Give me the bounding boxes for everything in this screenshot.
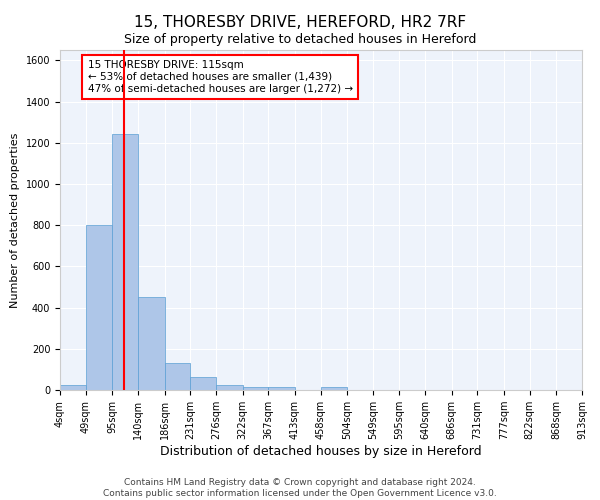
Bar	[138, 298, 164, 390]
Bar	[321, 387, 347, 390]
Text: Size of property relative to detached houses in Hereford: Size of property relative to detached ho…	[124, 32, 476, 46]
Bar	[60, 385, 86, 390]
Bar	[216, 385, 242, 390]
Bar	[190, 376, 216, 390]
Bar	[112, 134, 138, 390]
Bar	[242, 387, 268, 390]
Text: 15 THORESBY DRIVE: 115sqm
← 53% of detached houses are smaller (1,439)
47% of se: 15 THORESBY DRIVE: 115sqm ← 53% of detac…	[88, 60, 353, 94]
Bar	[268, 387, 295, 390]
Text: Contains HM Land Registry data © Crown copyright and database right 2024.
Contai: Contains HM Land Registry data © Crown c…	[103, 478, 497, 498]
Y-axis label: Number of detached properties: Number of detached properties	[10, 132, 20, 308]
Bar	[86, 225, 112, 390]
Bar	[164, 363, 190, 390]
Text: 15, THORESBY DRIVE, HEREFORD, HR2 7RF: 15, THORESBY DRIVE, HEREFORD, HR2 7RF	[134, 15, 466, 30]
X-axis label: Distribution of detached houses by size in Hereford: Distribution of detached houses by size …	[160, 445, 482, 458]
